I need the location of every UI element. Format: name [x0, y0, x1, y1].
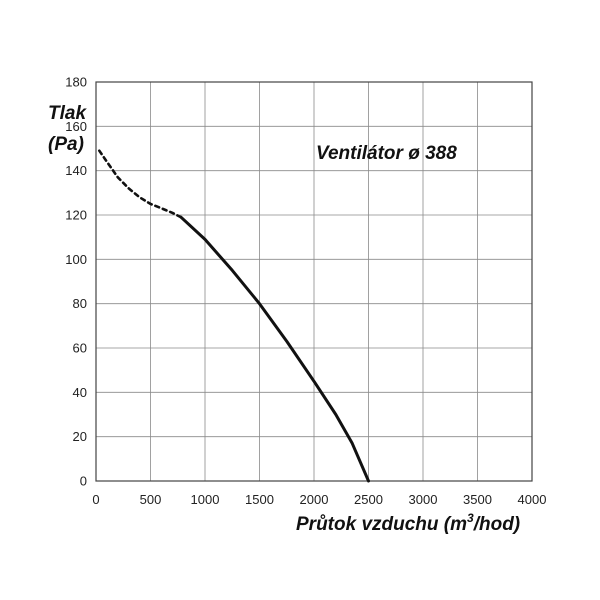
x-axis-title-sup: 3 — [467, 511, 474, 525]
y-tick-label: 180 — [65, 75, 87, 90]
x-tick-label: 500 — [140, 492, 162, 507]
y-tick-label: 20 — [73, 429, 87, 444]
curve-solid-segment — [179, 215, 370, 483]
y-tick-label: 0 — [80, 474, 87, 489]
y-tick-label: 40 — [73, 385, 87, 400]
y-tick-label: 140 — [65, 163, 87, 178]
y-axis-title-line2: (Pa) — [48, 134, 84, 155]
x-tick-label: 0 — [92, 492, 99, 507]
x-axis-title-main: Průtok vzduchu (m — [296, 514, 467, 535]
x-tick-label: 2000 — [300, 492, 329, 507]
y-axis-title-line1: Tlak — [48, 103, 87, 124]
x-tick-label: 2500 — [354, 492, 383, 507]
x-axis-title-tail: /hod) — [473, 514, 520, 535]
x-axis-title: Průtok vzduchu (m3/hod) — [296, 511, 520, 535]
x-tick-label: 1500 — [245, 492, 274, 507]
x-tick-label: 3000 — [409, 492, 438, 507]
y-axis-ticks: 0 20 40 60 80 100 120 140 160 180 — [65, 75, 87, 489]
curve-dashed-segment — [98, 149, 183, 219]
y-tick-label: 120 — [65, 208, 87, 223]
series — [98, 149, 370, 483]
y-tick-label: 60 — [73, 341, 87, 356]
chart-title: Ventilátor ø 388 — [316, 143, 457, 164]
x-axis-ticks: 0 500 1000 1500 2000 2500 3000 3500 4000 — [92, 492, 546, 507]
x-tick-label: 4000 — [518, 492, 547, 507]
y-tick-label: 100 — [65, 252, 87, 267]
grid — [95, 81, 533, 482]
plot-frame — [95, 81, 533, 482]
x-tick-label: 3500 — [463, 492, 492, 507]
y-tick-label: 160 — [65, 119, 87, 134]
y-tick-label: 80 — [73, 296, 87, 311]
x-tick-label: 1000 — [191, 492, 220, 507]
